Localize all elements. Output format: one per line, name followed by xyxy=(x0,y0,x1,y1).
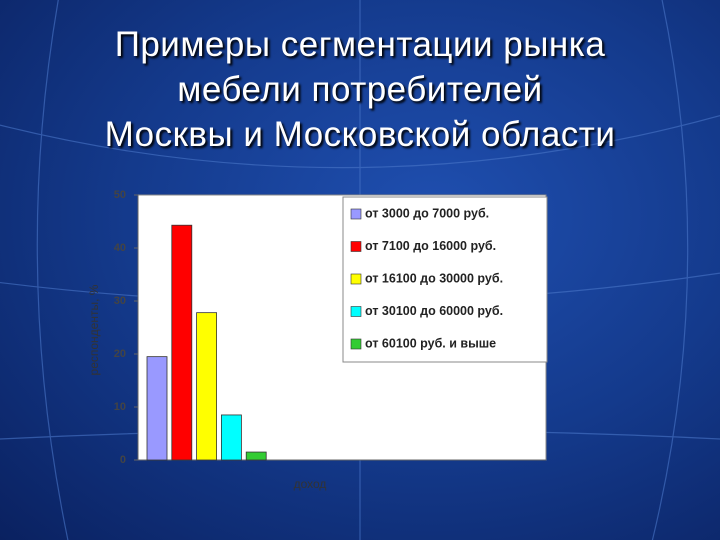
legend-swatch xyxy=(350,338,362,350)
y-tick-label: 30 xyxy=(114,295,126,307)
slide-title: Примеры сегментации рынка мебели потреби… xyxy=(104,25,616,154)
bar xyxy=(196,312,218,461)
y-axis-label: респонденты, % xyxy=(87,284,101,375)
legend-label: от 3000 до 7000 руб. xyxy=(365,206,489,220)
bar xyxy=(245,451,267,461)
bar xyxy=(171,224,193,461)
legend-swatch xyxy=(350,208,362,220)
y-tick-label: 40 xyxy=(114,242,126,254)
y-tick-label: 20 xyxy=(114,348,126,360)
legend-label: от 16100 до 30000 руб. xyxy=(365,271,503,285)
legend-swatch xyxy=(350,306,362,317)
bar xyxy=(146,356,168,461)
x-axis-label: доход xyxy=(294,477,327,491)
legend-label: от 30100 до 60000 руб. xyxy=(365,304,503,318)
legend-swatch xyxy=(350,273,362,285)
y-tick-label: 10 xyxy=(114,401,126,413)
y-tick-label: 50 xyxy=(114,189,126,201)
legend-label: от 60100 руб. и выше xyxy=(365,336,496,350)
legend-swatch xyxy=(350,241,362,252)
y-tick-label: 0 xyxy=(120,454,126,466)
legend-box xyxy=(342,196,548,363)
legend-label: от 7100 до 16000 руб. xyxy=(365,239,496,253)
bar xyxy=(220,414,242,461)
